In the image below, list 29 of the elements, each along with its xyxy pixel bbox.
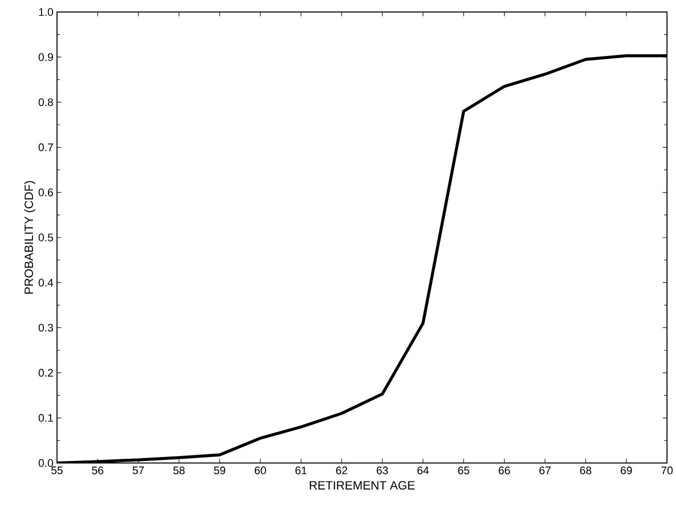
x-tick-label: 65 [458, 466, 470, 474]
y-tick-label: 0.0 [38, 459, 54, 467]
y-tick-label: 0.2 [38, 368, 53, 377]
x-tick-label: 62 [336, 466, 348, 474]
x-tick-label: 66 [498, 466, 510, 474]
x-tick-label: 63 [376, 466, 388, 474]
y-axis-title: PROBABILITY (CDF) [24, 181, 36, 294]
x-tick-label: 55 [51, 466, 63, 474]
y-tick-label: 1.0 [39, 8, 54, 16]
x-tick-label: 64 [417, 466, 429, 474]
y-tick-label: 0.6 [38, 188, 53, 196]
x-tick-label: 60 [254, 466, 266, 474]
y-tick-label: 0.8 [38, 98, 53, 106]
x-tick-label: 68 [580, 466, 592, 474]
y-tick-label: 0.3 [38, 324, 53, 332]
y-tick-label: 0.5 [38, 234, 54, 242]
x-axis-title: RETIREMENT AGE [310, 481, 415, 490]
x-tick-label: 69 [620, 466, 632, 474]
x-tick-label: 59 [214, 466, 226, 474]
y-tick-label: 0.1 [38, 414, 53, 422]
x-tick-label: 67 [539, 466, 551, 474]
x-tick-label: 56 [92, 466, 104, 474]
x-tick-label: 70 [661, 466, 673, 474]
x-tick-label: 61 [295, 466, 307, 474]
y-tick-label: 0.7 [38, 143, 53, 152]
x-tick-label: 57 [132, 466, 144, 474]
y-tick-label: 0.4 [38, 278, 54, 286]
y-tick-label: 0.9 [38, 53, 53, 61]
x-tick-label: 58 [173, 466, 185, 474]
